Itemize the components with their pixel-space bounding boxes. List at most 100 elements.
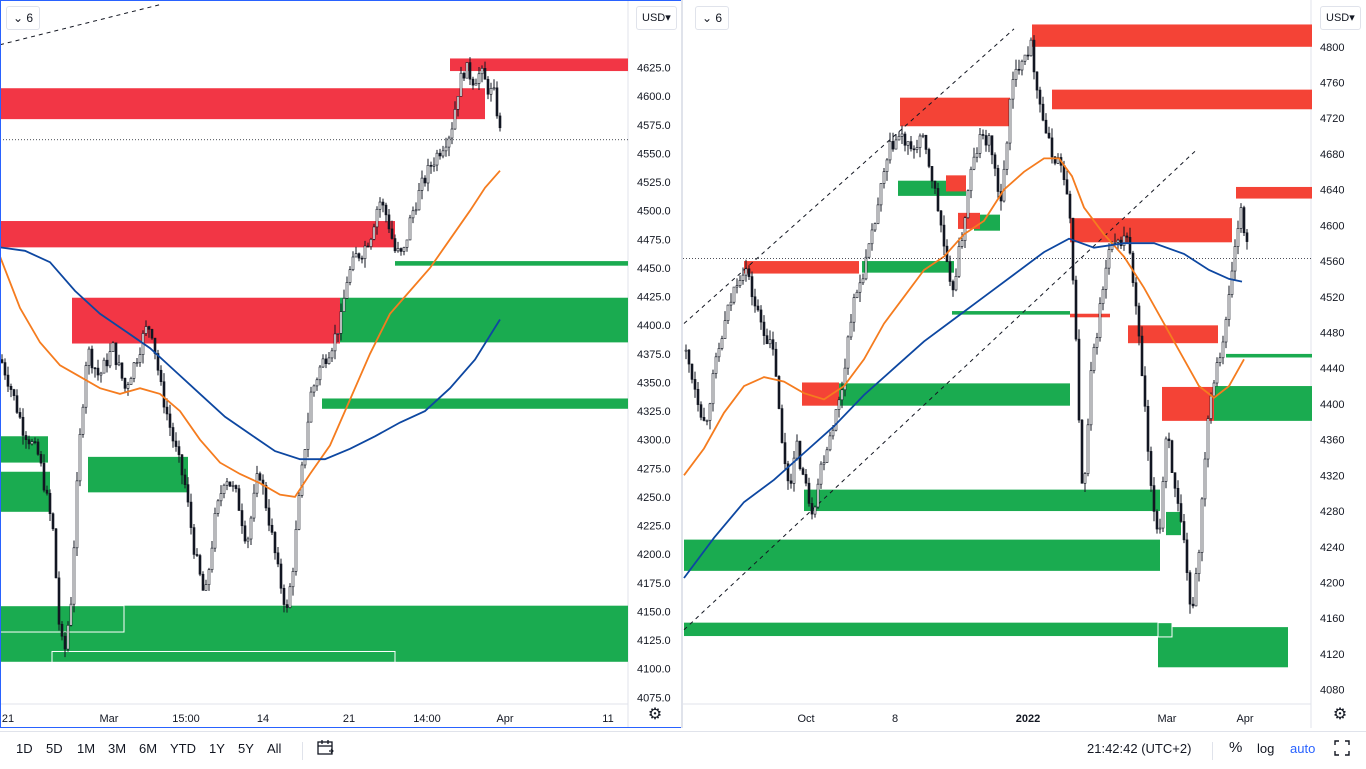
auto-scale-toggle[interactable]: auto [1290, 741, 1316, 756]
candle-down [1242, 207, 1246, 234]
candle-up [1197, 552, 1201, 575]
candle-up [372, 226, 376, 240]
candle-down [930, 166, 934, 182]
percent-scale-toggle[interactable]: % [1229, 739, 1243, 756]
candle-down [48, 492, 52, 514]
candle-down [1077, 338, 1081, 421]
range-ytd-button[interactable]: YTD [170, 741, 196, 756]
candle-down [96, 367, 100, 376]
price-axis-label: 4100.0 [637, 664, 671, 676]
price-axis-label: 4160 [1320, 613, 1344, 625]
price-axis-label: 4275.0 [637, 463, 671, 475]
candle-down [747, 268, 751, 277]
candle-down [810, 503, 814, 515]
time-axis-label: 14 [257, 713, 269, 725]
candle-down [1071, 217, 1075, 281]
candle-up [246, 538, 250, 542]
candle-down [1074, 279, 1078, 340]
left-chart-canvas[interactable]: 4075.0 4100.0 4125.0 4150.0 4175.0 4200.0 4225… [0, 0, 682, 728]
candle-up [1029, 39, 1033, 57]
supply-zone [1070, 313, 1110, 318]
log-scale-toggle[interactable]: log [1257, 741, 1275, 756]
candle-down [57, 577, 61, 625]
candle-down [702, 417, 706, 421]
candle-down [267, 507, 271, 526]
candle-down [24, 435, 28, 440]
candle-down [759, 309, 763, 323]
price-axis-label: 4575.0 [637, 120, 671, 132]
left-interval-label: 6 [26, 11, 34, 25]
calendar-range-icon[interactable] [316, 738, 336, 761]
candle-down [156, 353, 160, 371]
price-axis-label: 4600.0 [637, 91, 671, 103]
candle-down [234, 485, 238, 489]
candle-up [732, 286, 736, 303]
candle-up [219, 493, 223, 502]
clock-timezone[interactable]: 21:42:42 (UTC+2) [1087, 741, 1192, 756]
candle-down [1047, 132, 1051, 139]
candle-up [489, 88, 493, 95]
candle-down [15, 395, 19, 413]
candle-up [1116, 239, 1120, 243]
range-1y-button[interactable]: 1Y [209, 741, 225, 756]
candle-down [774, 348, 778, 377]
right-chart-pane[interactable]: 4080 4120 4160 4200 4240 4280 4320 4360 4400 4440… [683, 0, 1366, 728]
candle-down [1134, 282, 1138, 307]
candle-down [783, 442, 787, 465]
price-axis-label: 4680 [1320, 149, 1344, 161]
right-interval-button[interactable]: ⌄ 6 [695, 6, 730, 30]
range-6m-button[interactable]: 6M [139, 741, 158, 756]
gear-icon[interactable]: ⚙ [647, 706, 663, 723]
candle-up [957, 246, 961, 277]
candle-down [1173, 472, 1177, 489]
pane-divider[interactable] [681, 0, 683, 728]
candle-down [804, 474, 808, 484]
candle-down [756, 305, 760, 311]
fullscreen-icon[interactable] [1333, 739, 1351, 760]
range-all-button[interactable]: All [267, 741, 282, 756]
candle-down [909, 141, 913, 150]
candle-down [27, 439, 31, 445]
right-currency-button[interactable]: USD▾ [1320, 6, 1361, 30]
candle-up [396, 248, 400, 252]
range-1d-button[interactable]: 1D [16, 741, 33, 756]
candle-up [441, 150, 445, 157]
candle-up [327, 357, 331, 365]
candle-down [1191, 603, 1195, 607]
candle-up [837, 399, 841, 410]
price-axis-label: 4320 [1320, 470, 1344, 482]
candle-up [288, 586, 292, 608]
demand-zone [952, 311, 1070, 315]
candle-up [336, 333, 340, 335]
candle-up [885, 159, 889, 172]
left-chart-pane[interactable]: 4075.0 4100.0 4125.0 4150.0 4175.0 4200.0 4225… [0, 0, 682, 728]
time-axis-label: 14:00 [413, 713, 441, 725]
right-chart-canvas[interactable]: 4080 4120 4160 4200 4240 4280 4320 4360 4400 4440… [683, 0, 1366, 728]
range-3m-button[interactable]: 3M [108, 741, 127, 756]
candle-down [276, 552, 280, 565]
candle-down [21, 416, 25, 436]
range-5d-button[interactable]: 5D [46, 741, 63, 756]
candle-down [147, 326, 151, 330]
candle-up [300, 464, 304, 496]
candle-up [1218, 357, 1222, 363]
candle-down [498, 115, 502, 129]
candle-up [333, 333, 337, 352]
candle-down [51, 513, 55, 530]
candle-down [786, 463, 790, 482]
candle-up [207, 569, 211, 585]
left-currency-button[interactable]: USD▾ [636, 6, 677, 30]
candle-down [696, 388, 700, 405]
range-1m-button[interactable]: 1M [77, 741, 96, 756]
candle-up [1086, 424, 1090, 474]
candle-up [828, 435, 832, 451]
candle-up [1212, 382, 1216, 397]
price-axis-label: 4350.0 [637, 377, 671, 389]
left-interval-button[interactable]: ⌄ 6 [6, 6, 41, 30]
range-5y-button[interactable]: 5Y [238, 741, 254, 756]
candle-up [213, 513, 217, 549]
candle-up [894, 139, 898, 150]
trend-line [0, 4, 161, 46]
candle-up [1083, 473, 1087, 484]
gear-icon[interactable]: ⚙ [1332, 706, 1348, 723]
